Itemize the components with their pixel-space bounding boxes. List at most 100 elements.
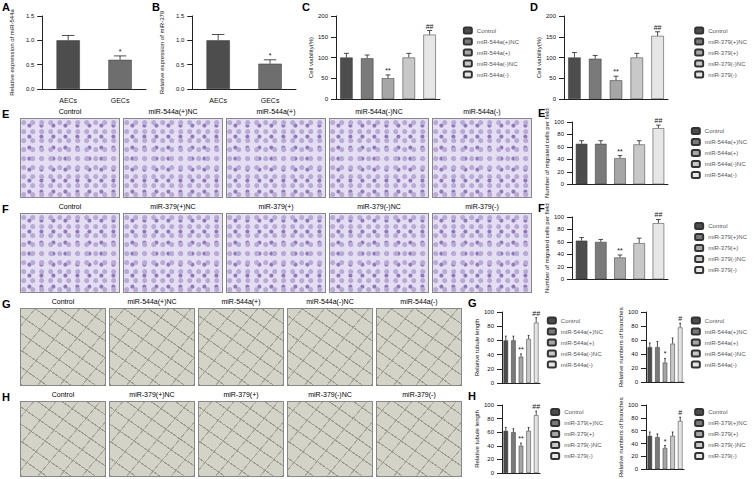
svg-text:miR-544a(+)NC: miR-544a(+)NC: [561, 329, 604, 335]
svg-text:Control: Control: [477, 28, 496, 34]
svg-text:60: 60: [631, 337, 638, 343]
svg-text:200: 200: [318, 13, 329, 19]
svg-text:miR-544a(+): miR-544a(+): [477, 50, 511, 56]
svg-text:miR-379(+)NC: miR-379(+)NC: [708, 420, 748, 426]
svg-text:Control: Control: [708, 28, 727, 34]
svg-text:60: 60: [487, 429, 494, 435]
svg-text:40: 40: [487, 443, 494, 449]
svg-text:20: 20: [631, 365, 638, 371]
svg-text:miR-544a(+): miR-544a(+): [561, 340, 595, 346]
svg-text:Relative tubule length: Relative tubule length: [474, 319, 480, 377]
svg-text:miR-544a(-): miR-544a(-): [477, 72, 509, 78]
svg-text:**: **: [617, 148, 623, 155]
svg-text:Relative tubule length: Relative tubule length: [474, 410, 480, 468]
svg-text:miR-379(+)NC: miR-379(+)NC: [564, 420, 604, 426]
svg-text:H: H: [468, 390, 476, 402]
svg-text:Cell viability(%): Cell viability(%): [536, 37, 542, 78]
svg-text:40: 40: [631, 351, 638, 357]
svg-text:Number of migrated cells per f: Number of migrated cells per field: [544, 203, 550, 293]
svg-text:miR-544a(-)NC: miR-544a(-)NC: [561, 351, 602, 357]
svg-text:1.0: 1.0: [176, 37, 185, 43]
svg-text:*: *: [269, 52, 272, 59]
svg-text:1.5: 1.5: [26, 13, 35, 19]
svg-text:miR-379(-)NC: miR-379(-)NC: [564, 442, 602, 448]
svg-text:50: 50: [549, 75, 556, 81]
svg-text:miR-379(-)NC: miR-379(-)NC: [708, 256, 746, 262]
svg-text:miR-544a(+)NC: miR-544a(+)NC: [477, 39, 520, 45]
svg-text:miR-544a(-)NC: miR-544a(-)NC: [705, 351, 746, 357]
svg-text:150: 150: [318, 34, 329, 40]
svg-text:100: 100: [628, 309, 639, 315]
svg-text:40: 40: [487, 352, 494, 358]
svg-text:**: **: [518, 346, 524, 353]
svg-text:60: 60: [631, 428, 638, 434]
svg-text:100: 100: [554, 214, 565, 220]
svg-text:miR-544a(+)NC: miR-544a(+)NC: [705, 329, 748, 335]
svg-text:*: *: [664, 438, 667, 445]
svg-text:0.5: 0.5: [26, 62, 35, 68]
svg-text:20: 20: [487, 456, 494, 462]
svg-text:80: 80: [557, 131, 564, 137]
svg-text:Control: Control: [708, 409, 727, 415]
svg-text:##: ##: [654, 24, 662, 31]
svg-text:60: 60: [557, 144, 564, 150]
svg-text:miR-379(+): miR-379(+): [708, 50, 738, 56]
svg-text:0: 0: [635, 466, 639, 472]
svg-text:#: #: [678, 409, 682, 416]
svg-text:miR-379(-): miR-379(-): [564, 453, 593, 459]
svg-text:GECs: GECs: [261, 97, 280, 104]
svg-text:miR-544a(-): miR-544a(-): [705, 172, 737, 178]
svg-text:miR-544a(-)NC: miR-544a(-)NC: [477, 61, 518, 67]
svg-text:##: ##: [532, 403, 540, 410]
svg-text:Control: Control: [564, 409, 583, 415]
svg-text:miR-379(+): miR-379(+): [708, 245, 738, 251]
svg-text:Control: Control: [561, 318, 580, 324]
svg-text:20: 20: [557, 169, 564, 175]
svg-text:**: **: [518, 435, 524, 442]
svg-text:0: 0: [491, 380, 495, 386]
svg-text:GECs: GECs: [111, 97, 130, 104]
svg-text:40: 40: [631, 441, 638, 447]
svg-text:Control: Control: [708, 223, 727, 229]
svg-text:100: 100: [318, 55, 329, 61]
svg-text:B: B: [152, 1, 160, 13]
svg-text:miR-544a(+)NC: miR-544a(+)NC: [705, 139, 748, 145]
svg-text:miR-379(-): miR-379(-): [708, 267, 737, 273]
svg-text:0: 0: [325, 96, 329, 102]
svg-text:80: 80: [487, 323, 494, 329]
svg-text:Relative numbers of branches: Relative numbers of branches: [618, 307, 624, 387]
svg-text:1.0: 1.0: [26, 37, 35, 43]
svg-text:40: 40: [557, 156, 564, 162]
svg-text:**: **: [385, 67, 391, 74]
svg-text:20: 20: [557, 264, 564, 270]
svg-text:miR-379(-): miR-379(-): [708, 72, 737, 78]
svg-text:G: G: [468, 297, 477, 309]
svg-text:*: *: [119, 48, 122, 55]
svg-text:80: 80: [631, 415, 638, 421]
svg-text:Control: Control: [705, 318, 724, 324]
svg-text:0.5: 0.5: [176, 62, 185, 68]
svg-text:80: 80: [631, 323, 638, 329]
svg-text:100: 100: [484, 309, 495, 315]
svg-text:20: 20: [631, 453, 638, 459]
svg-text:*: *: [664, 350, 667, 357]
svg-text:miR-379(+)NC: miR-379(+)NC: [708, 39, 748, 45]
svg-text:miR-379(+)NC: miR-379(+)NC: [708, 234, 748, 240]
svg-text:AECs: AECs: [209, 97, 227, 104]
svg-text:100: 100: [484, 402, 495, 408]
svg-text:80: 80: [487, 416, 494, 422]
svg-text:Relative expression of miR-544: Relative expression of miR-544a: [9, 8, 15, 95]
svg-text:20: 20: [487, 366, 494, 372]
svg-text:0.0: 0.0: [176, 86, 185, 92]
svg-text:0: 0: [561, 276, 565, 282]
svg-text:Number of migrated cells per f: Number of migrated cells per field: [544, 108, 550, 198]
svg-text:miR-544a(-)NC: miR-544a(-)NC: [705, 161, 746, 167]
svg-text:0: 0: [553, 96, 557, 102]
svg-text:miR-379(+): miR-379(+): [564, 431, 594, 437]
svg-text:0: 0: [491, 470, 495, 476]
svg-text:Cell viability(%): Cell viability(%): [308, 37, 314, 78]
svg-text:100: 100: [546, 55, 557, 61]
svg-text:**: **: [617, 247, 623, 254]
svg-text:miR-379(-)NC: miR-379(-)NC: [708, 61, 746, 67]
svg-text:**: **: [613, 68, 619, 75]
